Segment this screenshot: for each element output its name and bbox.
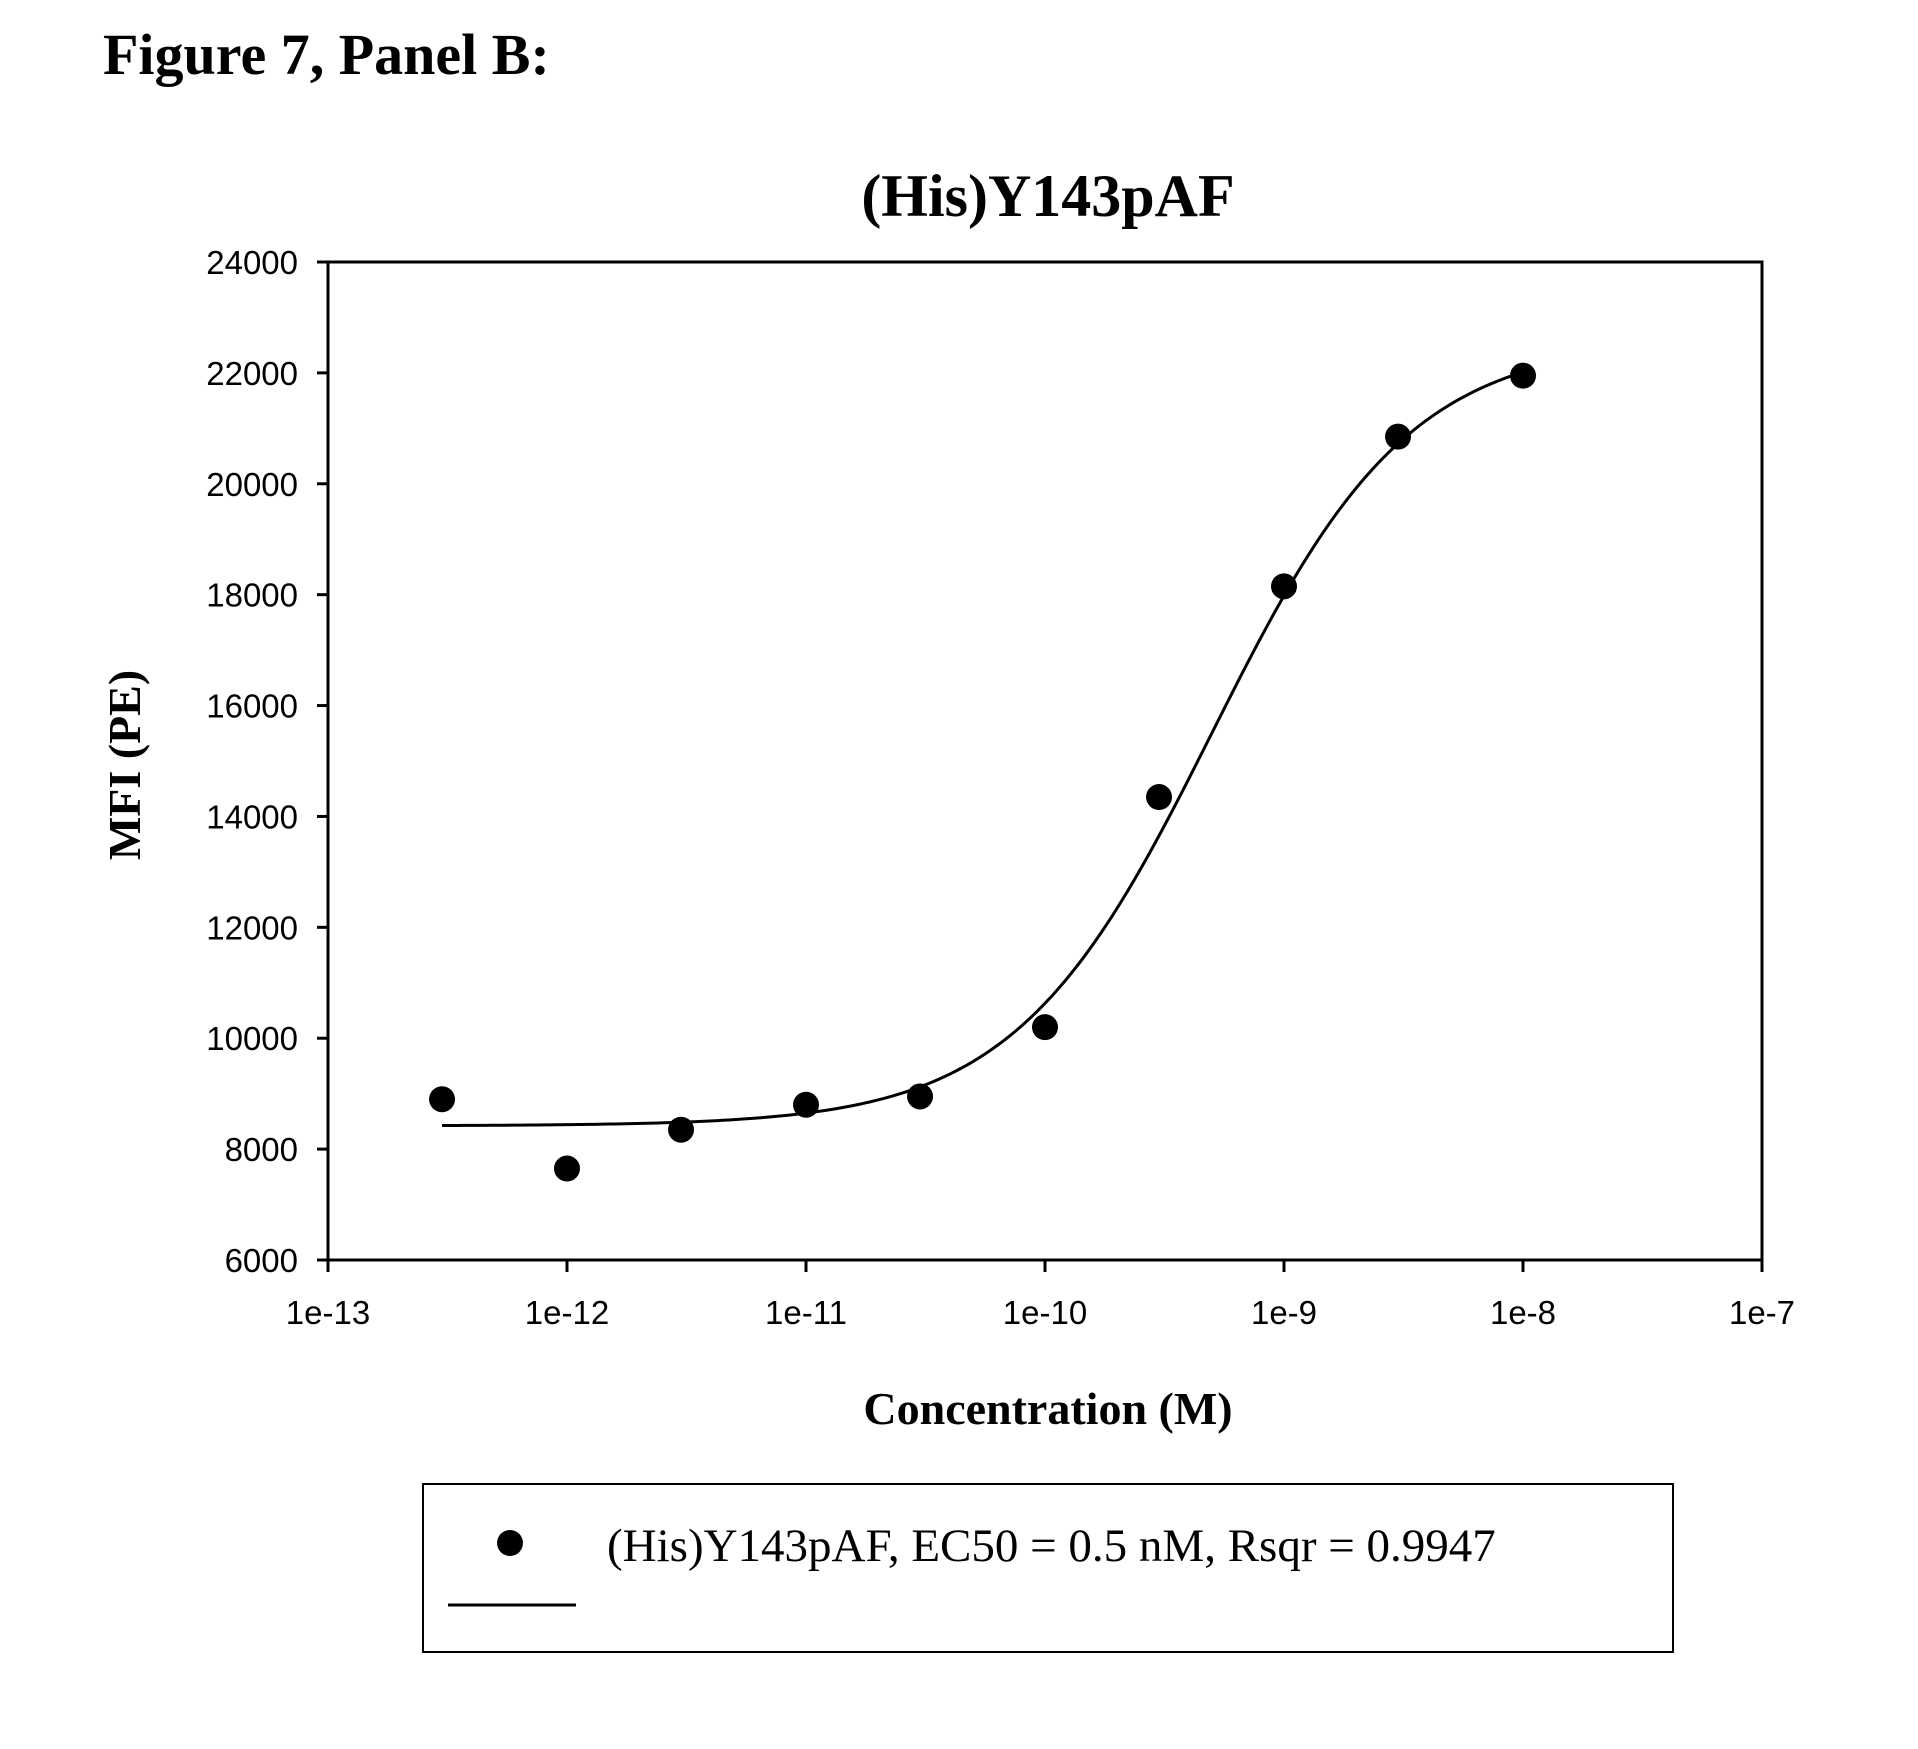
x-tick-label: 1e-11: [765, 1294, 847, 1331]
data-points: [429, 363, 1536, 1182]
data-point: [429, 1086, 455, 1112]
y-tick-label: 8000: [225, 1131, 298, 1168]
fit-curve: [442, 372, 1523, 1125]
x-tick-label: 1e-9: [1251, 1294, 1317, 1331]
data-point: [1146, 784, 1172, 810]
y-tick-label: 14000: [206, 798, 298, 835]
y-tick-label: 16000: [206, 688, 298, 725]
y-tick-label: 12000: [206, 909, 298, 946]
data-point: [668, 1117, 694, 1143]
y-tick-label: 24000: [206, 244, 298, 281]
chart-title: (His)Y143pAF: [861, 163, 1234, 229]
data-point: [793, 1092, 819, 1118]
legend-marker-icon: [497, 1530, 523, 1556]
x-tick-label: 1e-10: [1003, 1294, 1087, 1331]
x-tick-label: 1e-8: [1490, 1294, 1556, 1331]
plot-area-frame: [328, 262, 1762, 1260]
x-axis-label: Concentration (M): [863, 1383, 1232, 1434]
y-tick-label: 20000: [206, 466, 298, 503]
y-tick-label: 22000: [206, 355, 298, 392]
y-tick-label: 6000: [225, 1242, 298, 1279]
y-tick-label: 18000: [206, 577, 298, 614]
data-point: [1032, 1014, 1058, 1040]
data-point: [907, 1083, 933, 1109]
x-tick-label: 1e-12: [525, 1294, 609, 1331]
y-tick-label: 10000: [206, 1020, 298, 1057]
x-axis-ticks: 1e-13 1e-12 1e-11 1e-10 1e-9 1e-8 1e-7: [286, 1260, 1795, 1331]
legend-label: (His)Y143pAF, EC50 = 0.5 nM, Rsqr = 0.99…: [607, 1520, 1496, 1572]
y-axis-label: MFI (PE): [99, 670, 150, 860]
data-point: [1271, 573, 1297, 599]
x-tick-label: 1e-13: [286, 1294, 370, 1331]
data-point: [554, 1156, 580, 1182]
x-tick-label: 1e-7: [1729, 1294, 1795, 1331]
data-point: [1385, 424, 1411, 450]
y-axis-ticks: 6000 8000 10000 12000 14000 16000 18000 20000 22…: [206, 244, 328, 1279]
legend: (His)Y143pAF, EC50 = 0.5 nM, Rsqr = 0.99…: [423, 1484, 1673, 1652]
data-point: [1510, 363, 1536, 389]
